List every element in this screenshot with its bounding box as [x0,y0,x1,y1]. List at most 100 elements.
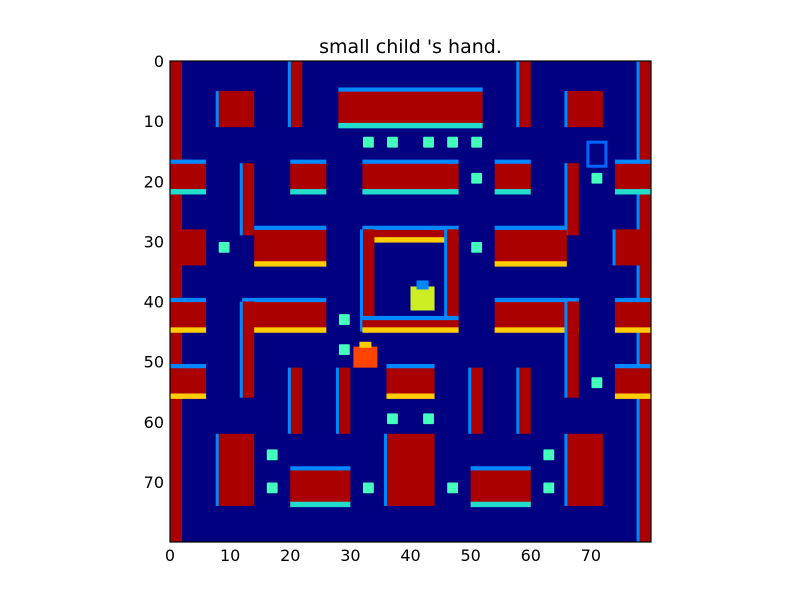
maze-wall [494,163,531,194]
pellet [363,136,374,148]
maze-wall-edge [564,163,568,236]
maze-wall-edge [338,87,483,92]
maze-wall [362,229,375,332]
pellet [423,136,434,148]
maze-wall [518,367,531,434]
pellet [338,314,350,325]
maze-wall-edge [564,433,568,506]
maze-wall [290,163,327,194]
x-tick-label: 60 [521,546,541,565]
maze-wall-edge [359,229,364,332]
x-tick-label: 20 [280,546,300,565]
y-tick-label: 50 [144,353,164,372]
maze-wall-edge [239,163,243,236]
player-sprite [353,346,378,368]
maze-wall-highlight [290,189,327,195]
maze-wall-edge [215,91,219,128]
maze-wall-highlight [470,501,531,508]
maze-wall-edge [494,297,579,303]
maze-wall-highlight [338,122,483,129]
maze-wall [290,61,303,128]
maze-wall-highlight [290,501,351,508]
cage-item [410,286,435,311]
tick-layer: 0 10 20 30 40 50 60 70 0 10 20 30 40 50 60 70 [144,52,601,565]
maze-wall-edge [170,159,207,164]
maze-wall [614,301,651,332]
maze-wall-edge [494,159,531,164]
pellet [447,482,458,494]
maze-wall [254,229,327,266]
maze-wall-edge [612,229,616,266]
maze-wall-highlight [242,327,327,333]
pellet [591,377,603,389]
maze-wall-edge [170,364,207,369]
maze-wall-edge [516,61,520,128]
maze-wall-edge [444,229,448,332]
pellet [591,172,603,184]
y-tick-label: 0 [154,52,164,71]
maze-wall-edge [362,159,459,164]
maze-wall [614,163,651,194]
maze-wall-highlight [494,189,531,195]
maze-wall-highlight [362,237,459,243]
maze-wall-edge [215,433,219,506]
pellet [471,172,483,184]
maze-wall [386,433,435,506]
maze-wall [614,229,651,266]
maze-wall-edge [386,364,435,369]
y-tick-label: 40 [144,293,164,312]
maze-wall [170,301,207,332]
maze-wall [566,91,603,128]
pellet [387,413,398,425]
maze-wall [386,367,435,398]
maze-wall-edge [614,364,651,369]
maze-wall-edge [254,225,327,230]
maze-wall-highlight [362,327,459,333]
maze-wall [362,163,459,194]
pellet [363,482,374,494]
maze-wall [242,301,327,332]
maze-wall-edge [494,225,567,230]
maze-wall-highlight [170,327,207,333]
y-tick-label: 60 [144,413,164,432]
maze-wall [338,367,351,434]
x-tick-label: 30 [340,546,360,565]
maze-wall [566,163,579,236]
maze-wall [218,433,255,506]
x-tick-label: 10 [220,546,240,565]
maze-wall [170,229,207,266]
maze-wall [170,367,207,398]
maze-wall-edge [564,91,568,128]
plot-frame [169,60,652,543]
maze-wall-highlight [254,261,327,267]
maze-wall [446,229,459,332]
maze-wall [470,469,531,506]
maze-wall-edge [362,225,459,230]
maze-wall-edge [516,367,520,434]
maze-wall [242,163,255,236]
maze-wall-highlight [614,393,651,399]
player-sprite-top [359,341,372,348]
maze-wall [170,163,207,194]
maze-wall-highlight [494,261,567,267]
maze-wall-highlight [170,393,207,399]
maze-wall-edge [287,367,291,434]
maze-wall-edge [335,367,339,434]
maze-wall-edge [239,301,243,398]
y-tick-label: 70 [144,473,164,492]
maze-wall-edge [614,297,651,303]
maze-wall-highlight [494,327,579,333]
x-tick-label: 0 [165,546,175,565]
pellet [266,482,278,494]
plot-title: small child 's hand. [319,36,502,58]
y-tick-label: 10 [144,112,164,131]
maze-wall-highlight [386,393,435,399]
x-tick-label: 50 [460,546,480,565]
maze-wall [614,367,651,398]
maze-wall [566,433,603,506]
maze-wall [566,301,579,398]
x-tick-label: 70 [581,546,601,565]
pellet [387,136,398,148]
maze-wall-edge [384,433,388,506]
maze-wall-edge [362,315,459,321]
